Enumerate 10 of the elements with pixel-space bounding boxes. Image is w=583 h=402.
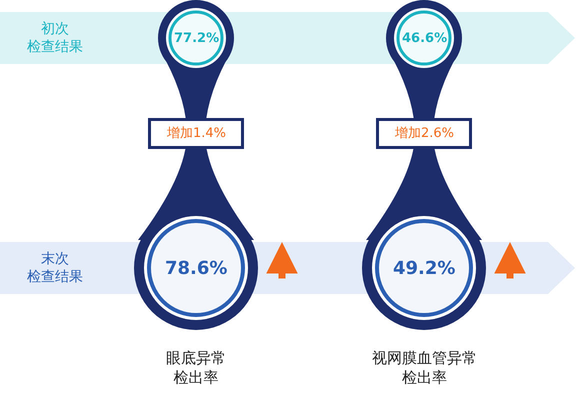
data-label: 49.2%: [393, 258, 456, 279]
category-label: 眼底异常检出率: [166, 349, 226, 386]
data-label: 46.6%: [402, 31, 448, 46]
text: 增加1.4%: [166, 126, 226, 141]
text: 增加2.6%: [394, 126, 454, 141]
data-label: 77.2%: [174, 31, 220, 46]
text: 末次检查结果: [27, 251, 83, 286]
category-label: 视网膜血管异常检出率: [372, 349, 477, 386]
data-label: 78.6%: [165, 258, 228, 279]
text: 初次检查结果: [27, 21, 83, 56]
